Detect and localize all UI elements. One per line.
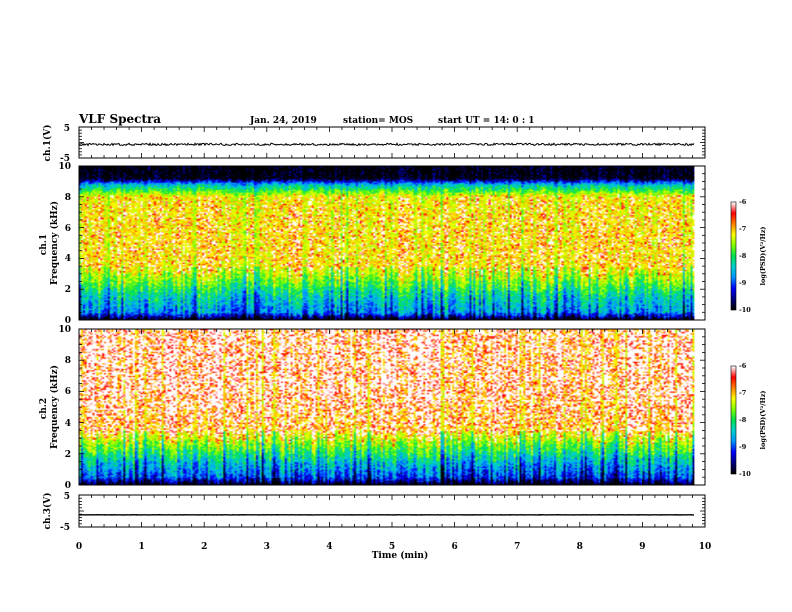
ch2-ytick-6: 6 — [65, 387, 71, 397]
ch1-ytick-10: 10 — [58, 162, 71, 172]
ch1-frequency-label: ch.1 Frequency (kHz) — [39, 201, 60, 285]
x-tick-label: 1 — [138, 542, 144, 552]
ch2-spectrogram-panel: 0 2 4 6 8 10 ch.2 Frequency (kHz) -6 -7 … — [39, 325, 767, 491]
ch2-colorbar-tick-minus6: -6 — [739, 362, 747, 370]
ch2-spectrogram-image — [79, 329, 695, 485]
axis-ticks — [78, 126, 706, 528]
station-label: station= MOS — [343, 116, 413, 126]
x-tick-labels: 0 1 2 3 4 5 6 7 8 9 10 — [76, 542, 711, 552]
start-time-label: start UT = 14: 0 : 1 — [438, 116, 535, 126]
ch1-colorbar-tick-minus10: -10 — [739, 306, 751, 314]
ch1-colorbar-tick-minus8: -8 — [739, 252, 747, 260]
x-tick-label: 6 — [451, 542, 457, 552]
ch2-frequency-label: ch.2 Frequency (kHz) — [39, 365, 60, 449]
ch1-ytick-8: 8 — [65, 193, 71, 203]
x-tick-label: 7 — [514, 542, 520, 552]
ch2-ytick-2: 2 — [65, 450, 71, 460]
x-tick-label: 10 — [699, 542, 712, 552]
x-tick-label: 0 — [76, 542, 82, 552]
ch2-colorbar-tick-minus8: -8 — [739, 416, 747, 424]
ch1-spectrogram-panel: 0 2 4 6 8 10 ch.1 Frequency (kHz) -6 -7 … — [39, 162, 767, 326]
ch2-ytick-4: 4 — [65, 419, 71, 429]
ch2-colorbar-frame — [730, 365, 737, 475]
x-tick-label: 8 — [577, 542, 583, 552]
ch1-ytick-0: 0 — [65, 316, 71, 326]
ch1-colorbar-label: log(PSD)(V²/Hz) — [759, 227, 767, 286]
ch1-waveform-trace — [78, 142, 695, 147]
ch1-spectrogram-image — [79, 166, 695, 320]
x-tick-label: 4 — [326, 542, 332, 552]
ch3-ytick-max: 5 — [64, 492, 70, 502]
x-tick-label: 5 — [389, 542, 395, 552]
x-tick-label: 9 — [639, 542, 645, 552]
ch3-voltage-label: ch.3(V) — [42, 493, 53, 530]
ch2-colorbar-tick-minus9: -9 — [739, 443, 747, 451]
ch2-colorbar-label: log(PSD)(V²/Hz) — [759, 391, 767, 450]
ch1-colorbar-frame — [730, 201, 737, 311]
ch2-colorbar-tick-minus10: -10 — [739, 470, 751, 478]
ch1-ytick-2: 2 — [65, 285, 71, 295]
date-label: Jan. 24, 2019 — [249, 116, 317, 126]
x-axis-label: Time (min) — [372, 550, 429, 561]
ch1-colorbar-tick-minus9: -9 — [739, 279, 747, 287]
ch1-ytick-max: 5 — [64, 124, 70, 134]
ch2-ytick-0: 0 — [65, 481, 71, 491]
ch1-ytick-6: 6 — [65, 224, 71, 234]
ch2-ytick-10: 10 — [58, 325, 71, 335]
x-tick-label: 2 — [201, 542, 207, 552]
ch1-ytick-min: -5 — [60, 154, 70, 164]
x-tick-label: 3 — [264, 542, 270, 552]
ch3-ytick-min: -5 — [60, 523, 70, 533]
ch1-ytick-4: 4 — [65, 254, 71, 264]
chart-title: VLF Spectra — [78, 112, 161, 126]
ch2-colorbar — [731, 366, 736, 474]
ch1-voltage-label: ch.1(V) — [42, 125, 53, 162]
ch2-colorbar-tick-minus7: -7 — [739, 389, 746, 397]
ch1-colorbar-tick-minus7: -7 — [739, 225, 746, 233]
ch2-ytick-8: 8 — [65, 356, 71, 366]
ch1-colorbar — [731, 202, 736, 310]
ch1-colorbar-tick-minus6: -6 — [739, 198, 747, 206]
